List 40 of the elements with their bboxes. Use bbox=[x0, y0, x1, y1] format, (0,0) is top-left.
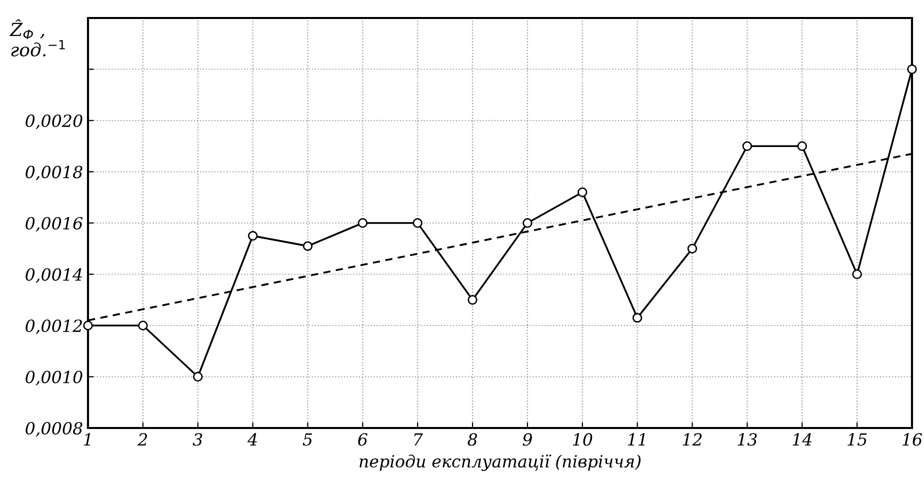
y-tick-label: 0,0016 bbox=[26, 216, 83, 232]
x-tick-label: 8 bbox=[468, 433, 477, 446]
y-tick-label: 0,0014 bbox=[26, 268, 82, 283]
x-tick-label: 7 bbox=[414, 433, 423, 446]
point bbox=[248, 230, 258, 241]
y-tick-label: 0,0012 bbox=[26, 319, 82, 334]
x-tick-label: 3 bbox=[192, 433, 202, 446]
x-tick-label: 5 bbox=[302, 433, 312, 446]
x-tick-label: 2 bbox=[138, 433, 148, 446]
x-tick-label: 1 bbox=[84, 433, 90, 446]
x-tick-label: 6 bbox=[358, 433, 368, 446]
point bbox=[358, 218, 368, 228]
x-tick-label: 9 bbox=[522, 433, 532, 446]
point bbox=[907, 64, 917, 74]
y-tick-label: 0,0008 bbox=[26, 422, 82, 437]
point bbox=[138, 320, 148, 330]
point bbox=[412, 218, 422, 228]
x-tick-label: 4 bbox=[247, 433, 257, 446]
x-tick-label: 11 bbox=[628, 433, 645, 446]
point bbox=[578, 187, 588, 198]
x-tick-label: 10 bbox=[572, 433, 592, 446]
x-tick-label: 13 bbox=[738, 433, 757, 446]
point bbox=[522, 218, 532, 228]
x-tick-label: 12 bbox=[682, 433, 702, 446]
y-tick-label: 0,0018 bbox=[26, 166, 82, 180]
point bbox=[797, 141, 807, 151]
point bbox=[632, 312, 642, 323]
point bbox=[193, 372, 203, 382]
point bbox=[742, 141, 752, 151]
y-tick-label: 0,0010 bbox=[26, 370, 82, 386]
y-axis-title: Ẑ$_{Ф}$ , год.$^{−1}$ bbox=[10, 19, 65, 56]
x-axis-title: періоди експлуатації (півріччя) bbox=[360, 454, 641, 472]
point bbox=[687, 244, 698, 254]
x-tick-label: 16 bbox=[902, 433, 922, 446]
x-tick-label: 15 bbox=[848, 433, 867, 446]
x-tick-label: 14 bbox=[792, 433, 812, 446]
point bbox=[468, 295, 478, 305]
point bbox=[852, 269, 862, 280]
y-tick-label: 0,0020 bbox=[26, 114, 82, 130]
point bbox=[302, 241, 313, 251]
